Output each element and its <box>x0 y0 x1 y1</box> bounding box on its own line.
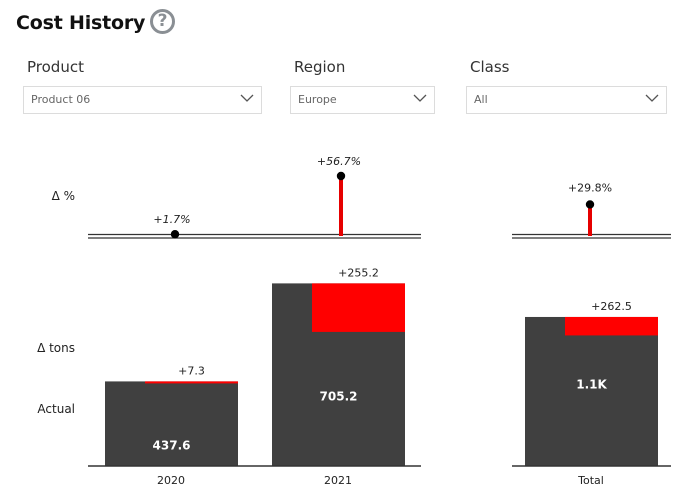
class-dropdown[interactable]: All <box>466 86 667 114</box>
delta-pct-stem <box>339 176 343 236</box>
delta-pct-row-label: Δ % <box>52 189 75 203</box>
region-dropdown-value: Europe <box>298 93 337 106</box>
delta-tons-bar <box>312 283 405 332</box>
chevron-down-icon <box>240 94 254 102</box>
class-dropdown-value: All <box>474 93 488 106</box>
total-delta-pct-stem <box>588 204 592 236</box>
delta-pct-label: +56.7% <box>317 155 361 168</box>
page-title: Cost History <box>16 12 146 34</box>
delta-pct-dot <box>170 230 180 239</box>
actual-value-label: 437.6 <box>153 439 191 453</box>
product-dropdown-value: Product 06 <box>31 93 91 106</box>
total-delta-tons-bar <box>565 316 658 336</box>
delta-tons-bar <box>145 381 238 384</box>
actual-bar <box>105 381 238 466</box>
total-delta-tons-label: +262.5 <box>591 300 632 313</box>
help-icon[interactable]: ? <box>150 9 175 34</box>
total-actual-label: 1.1K <box>576 377 607 391</box>
delta-pct-label: +1.7% <box>153 213 190 226</box>
actual-value-label: 705.2 <box>320 390 358 404</box>
chevron-down-icon <box>413 94 427 102</box>
delta-pct-dot <box>336 171 346 181</box>
x-tick-label: 2020 <box>157 474 185 487</box>
delta-tons-label: +7.3 <box>178 364 205 377</box>
class-filter-label: Class <box>470 58 510 76</box>
chevron-down-icon <box>645 94 659 102</box>
delta-tons-row-label: Δ tons <box>37 341 75 355</box>
product-filter-label: Product <box>27 58 84 76</box>
total-delta-pct-dot <box>585 200 595 209</box>
region-filter-label: Region <box>294 58 346 76</box>
total-actual-bar <box>525 316 658 466</box>
product-dropdown[interactable]: Product 06 <box>23 86 262 114</box>
x-tick-label-total: Total <box>577 474 604 487</box>
region-dropdown[interactable]: Europe <box>290 86 435 114</box>
actual-row-label: Actual <box>37 402 75 416</box>
delta-tons-label: +255.2 <box>338 266 379 279</box>
total-delta-pct-label: +29.8% <box>568 181 612 194</box>
x-tick-label: 2021 <box>324 474 352 487</box>
